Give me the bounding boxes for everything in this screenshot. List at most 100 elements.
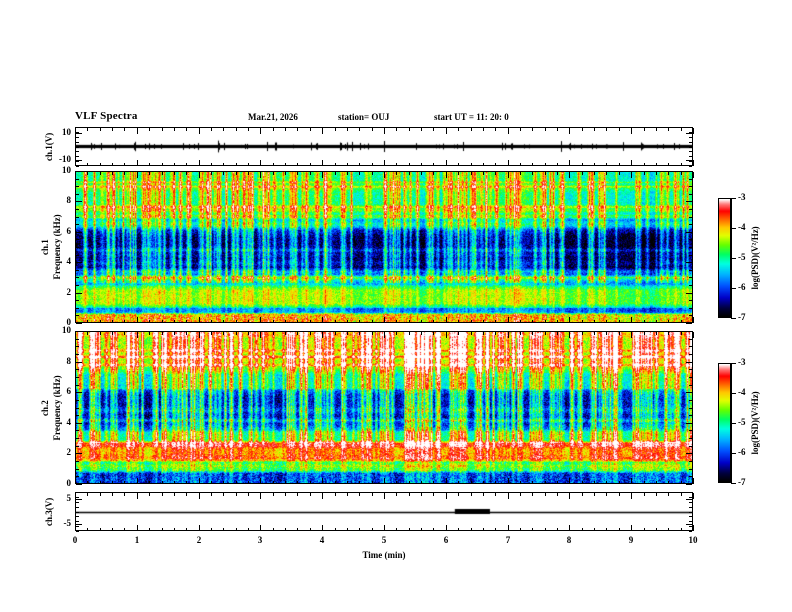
axis-tick (689, 186, 692, 187)
axis-tick (689, 362, 692, 363)
axis-tick (75, 172, 76, 178)
axis-tick-label: 10 (688, 535, 698, 545)
axis-tick (471, 172, 472, 175)
axis-tick (76, 166, 79, 167)
axis-tick (199, 478, 200, 484)
axis-tick-label: 6 (443, 535, 449, 545)
axis-tick (75, 332, 76, 338)
axis-tick (75, 493, 76, 499)
axis-tick (731, 483, 736, 484)
axis-tick (76, 224, 79, 225)
axis-tick (76, 453, 82, 454)
axis-tick (100, 320, 101, 323)
axis-tick (594, 528, 595, 531)
axis-tick-label: 9 (628, 535, 634, 545)
axis-tick (619, 481, 620, 484)
axis-tick (285, 493, 286, 496)
axis-tick (606, 172, 607, 175)
axis-tick (582, 481, 583, 484)
axis-tick-label: -5 (738, 417, 746, 427)
axis-tick (483, 163, 484, 166)
axis-tick (223, 163, 224, 166)
axis-tick (149, 493, 150, 496)
axis-tick (582, 320, 583, 323)
axis-tick (260, 160, 261, 166)
axis-tick (112, 493, 113, 496)
axis-tick (681, 320, 682, 323)
axis-tick (76, 385, 79, 386)
axis-tick (87, 172, 88, 175)
axis-tick (199, 525, 200, 531)
ch2-colorbar (718, 363, 731, 483)
axis-tick (495, 128, 496, 131)
axis-tick (689, 161, 692, 162)
axis-tick (569, 478, 570, 484)
axis-tick (112, 128, 113, 131)
axis-tick-label: 2 (66, 447, 72, 457)
axis-tick (100, 528, 101, 531)
axis-tick (76, 323, 82, 324)
axis-tick (686, 524, 692, 525)
axis-tick (76, 453, 79, 454)
axis-tick (689, 142, 692, 143)
axis-tick (644, 172, 645, 175)
axis-tick (446, 332, 447, 338)
axis-tick (162, 332, 163, 335)
axis-tick (87, 493, 88, 496)
axis-tick (396, 332, 397, 335)
axis-tick (668, 163, 669, 166)
axis-tick (347, 320, 348, 323)
axis-tick (686, 499, 692, 500)
axis-tick (137, 493, 138, 499)
axis-tick (606, 332, 607, 335)
axis-tick (409, 128, 410, 131)
axis-tick (668, 528, 669, 531)
axis-tick (76, 262, 82, 263)
axis-tick (557, 128, 558, 131)
axis-tick (273, 128, 274, 131)
axis-tick (582, 528, 583, 531)
axis-tick (433, 172, 434, 175)
axis-tick (149, 528, 150, 531)
axis-tick (285, 172, 286, 175)
axis-tick (100, 332, 101, 335)
axis-tick (162, 493, 163, 496)
axis-tick (433, 481, 434, 484)
axis-tick (569, 128, 570, 134)
axis-tick (532, 493, 533, 496)
axis-tick (731, 258, 736, 259)
axis-tick (532, 528, 533, 531)
axis-tick (689, 224, 692, 225)
axis-tick (495, 332, 496, 335)
axis-tick (76, 392, 82, 393)
axis-tick (211, 481, 212, 484)
axis-tick (260, 317, 261, 323)
axis-tick (433, 332, 434, 335)
axis-tick (76, 476, 79, 477)
axis-tick (76, 179, 79, 180)
axis-tick (285, 320, 286, 323)
axis-tick (310, 163, 311, 166)
axis-tick (606, 320, 607, 323)
axis-tick (124, 493, 125, 496)
axis-tick (508, 493, 509, 499)
axis-tick-label: 7 (505, 535, 511, 545)
axis-tick (689, 209, 692, 210)
axis-tick (569, 160, 570, 166)
ch1-spectrogram-panel (75, 171, 693, 323)
axis-tick-label: -6 (738, 447, 746, 457)
axis-tick (211, 128, 212, 131)
axis-tick (545, 163, 546, 166)
axis-tick (76, 521, 79, 522)
axis-tick (693, 128, 694, 134)
axis-tick (582, 163, 583, 166)
axis-tick (656, 481, 657, 484)
axis-tick (656, 320, 657, 323)
axis-tick (186, 163, 187, 166)
axis-tick (372, 332, 373, 335)
axis-tick (372, 172, 373, 175)
axis-tick (76, 217, 79, 218)
axis-tick (76, 331, 79, 332)
axis-tick (421, 163, 422, 166)
axis-tick (297, 528, 298, 531)
